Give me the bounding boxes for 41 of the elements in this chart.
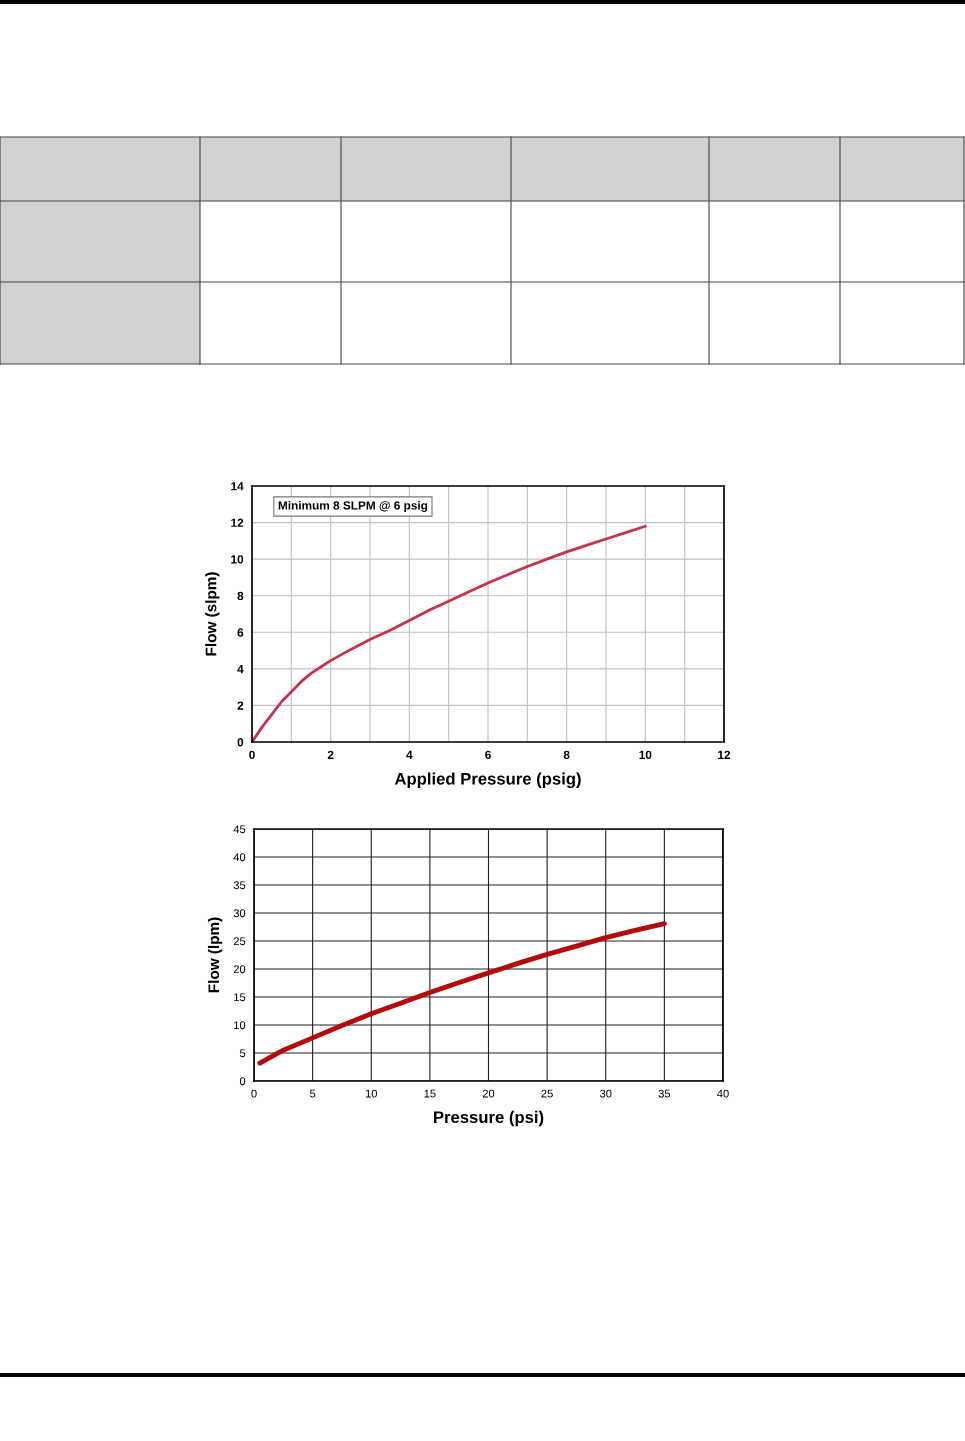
y-tick-label: 2 xyxy=(237,701,244,710)
y-tick-label: 30 xyxy=(233,909,246,918)
x-tick-label: 0 xyxy=(251,1089,257,1098)
x-tick-label: 30 xyxy=(599,1089,612,1098)
y-tick-label: 4 xyxy=(237,665,244,674)
x-tick-label: 35 xyxy=(658,1089,671,1098)
x-tick-label: 20 xyxy=(482,1089,495,1098)
x-tick-label: 40 xyxy=(717,1089,729,1098)
x-tick-label: 10 xyxy=(365,1089,377,1098)
y-tick-label: 45 xyxy=(233,825,246,834)
y-tick-label: 0 xyxy=(239,1077,246,1086)
x-tick-label: 8 xyxy=(563,750,570,759)
y-tick-label: 35 xyxy=(233,881,246,890)
annotation: Minimum 8 SLPM @ 6 psig xyxy=(278,500,428,513)
y-tick-label: 10 xyxy=(234,1021,246,1030)
x-tick-label: 25 xyxy=(541,1089,553,1098)
y-tick-label: 15 xyxy=(234,993,246,1002)
y-tick-label: 0 xyxy=(237,738,244,747)
y-tick-label: 5 xyxy=(239,1049,246,1058)
y-axis-title: Flow (slpm) xyxy=(205,572,220,656)
y-tick-label: 6 xyxy=(237,628,244,637)
x-tick-label: 15 xyxy=(424,1089,436,1098)
y-axis-title: Flow (lpm) xyxy=(207,917,223,993)
line-series xyxy=(257,921,667,1066)
x-axis-title: Applied Pressure (psig) xyxy=(394,772,581,789)
y-tick-label: 20 xyxy=(233,965,246,974)
y-tick-label: 8 xyxy=(237,591,244,601)
x-tick-label: 5 xyxy=(309,1089,316,1098)
y-tick-label: 10 xyxy=(231,555,244,564)
x-tick-label: 12 xyxy=(718,750,731,759)
y-tick-label: 14 xyxy=(231,482,244,491)
x-tick-label: 4 xyxy=(406,750,413,759)
x-tick-label: 0 xyxy=(249,750,255,759)
x-axis-title: Pressure (psi) xyxy=(434,1110,544,1127)
y-tick-label: 25 xyxy=(233,937,246,946)
y-tick-label: 40 xyxy=(233,853,246,862)
y-tick-label: 12 xyxy=(231,518,244,527)
x-tick-label: 2 xyxy=(327,750,334,759)
line-series xyxy=(252,524,647,742)
x-tick-label: 10 xyxy=(639,750,652,759)
x-tick-label: 6 xyxy=(485,750,491,759)
